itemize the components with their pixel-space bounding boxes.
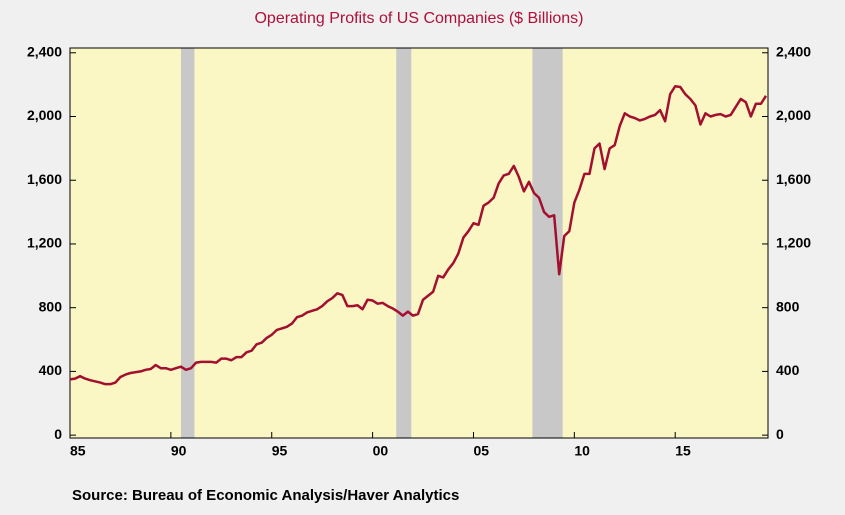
y2-tick-label: 800 — [776, 298, 800, 314]
y-tick-label: 800 — [39, 298, 63, 314]
x-tick-label: 95 — [272, 443, 288, 459]
y2-tick-label: 0 — [776, 426, 784, 442]
plot-area — [70, 48, 768, 438]
y-tick-label: 2,400 — [27, 43, 62, 59]
y2-tick-label: 2,400 — [776, 43, 811, 59]
x-tick-label: 05 — [473, 443, 489, 459]
y-tick-label: 1,200 — [27, 235, 62, 251]
y2-tick-label: 1,600 — [776, 171, 811, 187]
y2-tick-label: 2,000 — [776, 107, 811, 123]
y-tick-label: 2,000 — [27, 107, 62, 123]
source-note: Source: Bureau of Economic Analysis/Have… — [72, 487, 459, 504]
y-tick-label: 400 — [39, 362, 63, 378]
y-tick-label: 1,600 — [27, 171, 62, 187]
recession-band — [532, 48, 563, 438]
x-tick-label: 15 — [675, 443, 691, 459]
x-tick-label: 00 — [373, 443, 389, 459]
x-tick-label: 85 — [70, 443, 86, 459]
y-tick-label: 0 — [54, 426, 62, 442]
recession-band — [396, 48, 412, 438]
recession-band — [180, 48, 195, 438]
data-line — [69, 84, 768, 386]
chart-title: Operating Profits of US Companies ($ Bil… — [254, 10, 583, 27]
y2-tick-label: 1,200 — [776, 235, 811, 251]
y2-tick-label: 400 — [776, 362, 800, 378]
plot-border — [69, 47, 769, 439]
x-tick-label: 10 — [574, 443, 590, 459]
x-tick-label: 90 — [171, 443, 187, 459]
